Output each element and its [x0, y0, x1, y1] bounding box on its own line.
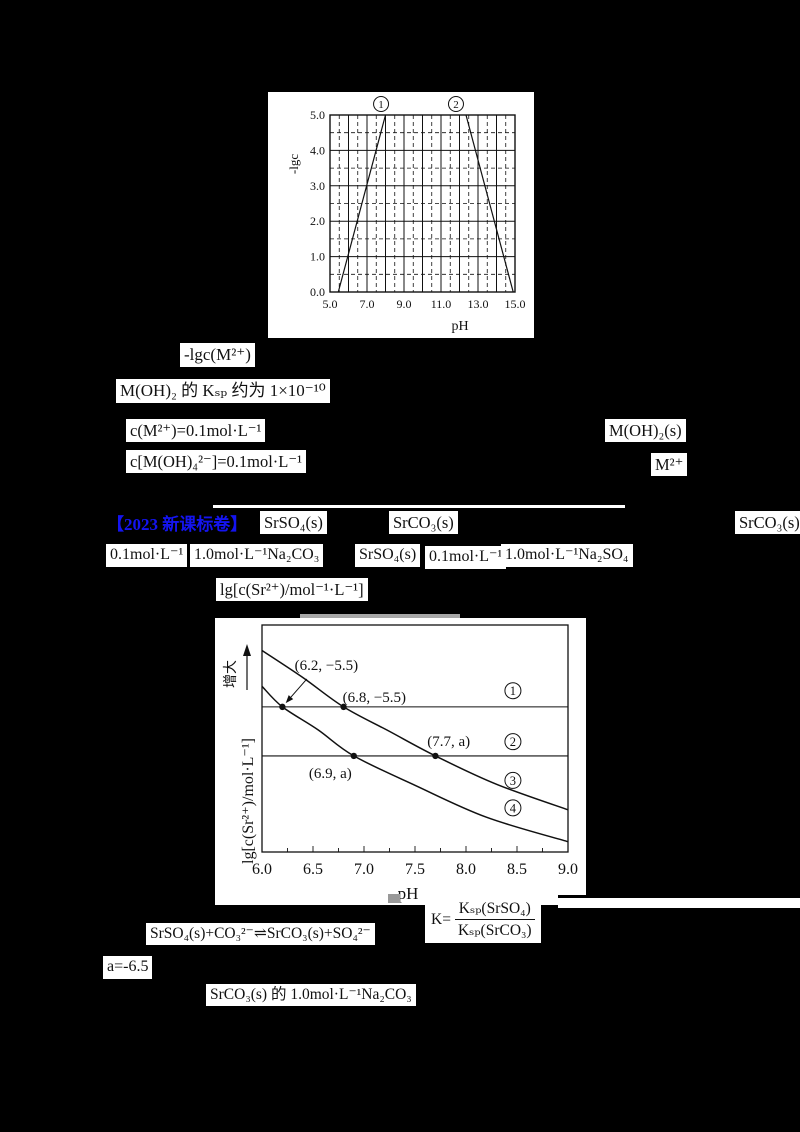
x-tick-label: 8.0 — [456, 861, 476, 878]
x-tick-label: 6.0 — [252, 861, 272, 878]
series-label-circle — [504, 733, 522, 751]
text-fragment: lg[c(Sr²⁺)/mol⁻¹·L⁻¹] — [216, 578, 368, 602]
series-label-number: 1 — [378, 99, 384, 111]
svg-text:lg[c(Sr²⁺)/mol·L⁻¹]: lg[c(Sr²⁺)/mol·L⁻¹] — [240, 738, 257, 864]
series-label-circle — [447, 96, 464, 113]
x-tick-label: 5.0 — [323, 297, 338, 311]
text-fragment: -lgc(M²⁺) — [180, 343, 255, 368]
x-axis-label: pH — [451, 319, 468, 334]
data-point — [279, 703, 286, 711]
point-label: (6.2, −5.5) — [295, 658, 358, 674]
y-tick-label: 5.0 — [310, 108, 325, 122]
data-point — [432, 752, 439, 760]
series-label-number: 2 — [453, 99, 459, 111]
data-point — [340, 703, 347, 711]
data-point — [350, 752, 357, 760]
x-tick-label: 9.0 — [397, 297, 412, 311]
series-line — [465, 114, 514, 293]
redaction-artifact — [300, 614, 460, 621]
lgc-ph-chart: 5.0 7.0 9.0 11.0 13.0 15.0 0.0 1.0 2.0 3.0 4.0 5.0 p… — [286, 96, 526, 334]
redaction-artifact — [213, 505, 625, 508]
plot-frame — [329, 114, 516, 293]
text-fragment: M²⁺ — [651, 453, 688, 477]
series-curve — [261, 649, 569, 811]
text-fragment: 1.0mol·L⁻¹Na₂SO₄ — [501, 544, 633, 567]
svg-text:-lgc: -lgc — [286, 154, 301, 174]
annotation-arrow — [290, 678, 308, 698]
x-tick-label: 15.0 — [505, 297, 526, 311]
increase-arrowhead — [243, 644, 251, 656]
series-label-circle — [504, 799, 522, 817]
text-fragment: c(M²⁺)=0.1mol·L⁻¹ — [126, 419, 266, 443]
series-label-circle — [373, 96, 390, 113]
redaction-artifact — [388, 894, 400, 903]
svg-text:增大: 增大 — [223, 660, 239, 688]
x-tick-label: 7.0 — [354, 861, 374, 878]
text-fragment: 0.1mol·L⁻¹ — [425, 546, 507, 569]
y-axis-label: -lgc — [286, 154, 301, 174]
text-fragment: SrCO₃(s) 的 1.0mol·L⁻¹Na₂CO₃ — [206, 984, 416, 1007]
top-chart-panel: 5.0 7.0 9.0 11.0 13.0 15.0 0.0 1.0 2.0 3.0 4.0 5.0 p… — [268, 92, 534, 338]
text-fragment: 1.0mol·L⁻¹Na₂CO₃ — [190, 544, 324, 567]
k-numerator: Kₛₚ(SrSO₄) — [454, 899, 535, 921]
x-tick-label: 11.0 — [431, 297, 452, 311]
annotation-arrowhead — [285, 695, 294, 704]
bottom-chart-panel: 6.0 6.5 7.0 7.5 8.0 8.5 9.0 pH lg[c(Sr²⁺)/mol·L⁻… — [215, 618, 586, 905]
series-label-circle — [504, 682, 522, 700]
k-fraction: Kₛₚ(SrSO₄) Kₛₚ(SrCO₃) — [454, 899, 535, 941]
k-prefix: K= — [431, 910, 451, 928]
x-tick-label: 7.5 — [405, 861, 425, 878]
series-label-number: 4 — [510, 801, 517, 815]
redaction-artifact — [558, 895, 800, 908]
y-tick-label: 2.0 — [310, 214, 325, 228]
k-denominator: Kₛₚ(SrCO₃) — [457, 922, 532, 940]
x-tick-label: 9.0 — [558, 861, 578, 878]
series-label-number: 1 — [510, 684, 516, 698]
x-tick-label: 6.5 — [303, 861, 323, 878]
point-label: (7.7, a) — [427, 734, 470, 750]
series-curve — [261, 685, 569, 843]
text-fragment: SrCO₃(s) — [389, 511, 458, 535]
text-fragment: SrSO₄(s) — [260, 511, 327, 535]
y-tick-label: 4.0 — [310, 143, 325, 157]
exam-heading: 【2023 新课标卷】 — [103, 513, 252, 538]
x-tick-label: 8.5 — [507, 861, 527, 878]
grid — [329, 114, 516, 293]
sr-concentration-ph-chart: 6.0 6.5 7.0 7.5 8.0 8.5 9.0 pH lg[c(Sr²⁺)/mol·L⁻… — [223, 624, 578, 903]
x-tick-label: 13.0 — [468, 297, 489, 311]
text-fragment: a=-6.5 — [103, 956, 153, 979]
increase-label: 增大 — [223, 660, 239, 688]
text-fragment: M(OH)₂ 的 Kₛₚ 约为 1×10⁻¹⁰ — [116, 379, 330, 404]
text-fragment: 0.1mol·L⁻¹ — [106, 544, 188, 567]
y-axis-label: lg[c(Sr²⁺)/mol·L⁻¹] — [240, 738, 257, 864]
x-tick-label: 7.0 — [360, 297, 375, 311]
y-tick-label: 3.0 — [310, 179, 325, 193]
k-expression: K= Kₛₚ(SrSO₄) Kₛₚ(SrCO₃) — [425, 897, 541, 943]
equation-fragment: SrSO₄(s)+CO₃²⁻⇌SrCO₃(s)+SO₄²⁻ — [146, 923, 375, 946]
series-label-number: 2 — [510, 735, 516, 749]
y-tick-label: 0.0 — [310, 285, 325, 299]
text-fragment: SrCO₃(s) — [735, 511, 800, 535]
series-line — [337, 114, 387, 293]
x-axis-label: pH — [398, 884, 419, 903]
series-label-circle — [504, 771, 522, 789]
text-fragment: c[M(OH)₄²⁻]=0.1mol·L⁻¹ — [126, 450, 307, 474]
y-tick-label: 1.0 — [310, 250, 325, 264]
text-fragment: SrSO₄(s) — [355, 544, 421, 567]
text-fragment: M(OH)₂(s) — [605, 419, 686, 443]
series-label-number: 3 — [510, 774, 516, 788]
point-label: (6.9, a) — [309, 766, 352, 782]
point-label: (6.8, −5.5) — [343, 690, 406, 706]
